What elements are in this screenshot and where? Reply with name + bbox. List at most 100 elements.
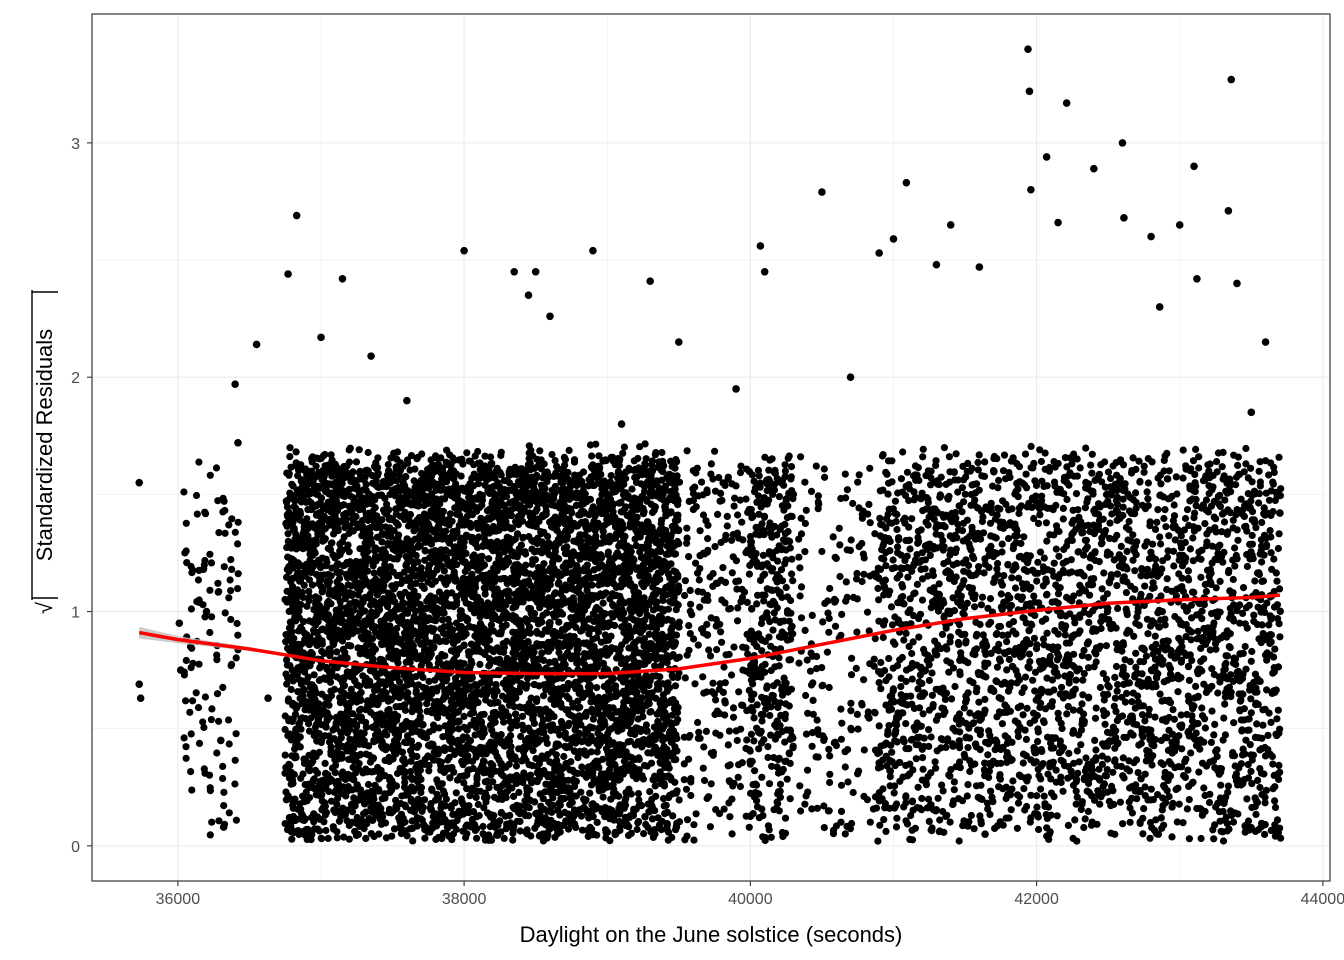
cloud-point (231, 780, 239, 788)
cloud-point (370, 569, 378, 577)
cloud-point (324, 611, 332, 619)
cloud-point (332, 497, 340, 506)
cloud-point (506, 811, 514, 820)
cloud-point (192, 689, 200, 697)
cloud-point (420, 796, 429, 804)
cloud-point (540, 560, 548, 568)
cloud-point (214, 588, 222, 596)
cloud-point (357, 688, 365, 697)
cloud-point (568, 798, 576, 807)
cloud-point (213, 690, 222, 698)
cloud-point (362, 642, 370, 650)
cloud-point (411, 465, 419, 473)
cloud-point (353, 722, 361, 731)
cloud-point (343, 654, 351, 662)
cloud-point (325, 787, 333, 796)
cloud-point (415, 700, 423, 709)
cloud-point (200, 723, 208, 732)
minor-gridlines (92, 14, 1330, 881)
cloud-point (326, 649, 335, 657)
cloud-point (288, 717, 296, 726)
cloud-point (473, 834, 481, 842)
cloud-point (577, 812, 586, 820)
cloud-point (374, 454, 382, 462)
cloud-point (285, 470, 293, 478)
cloud-point (310, 775, 318, 783)
cloud-point (533, 820, 541, 829)
cloud-point (511, 570, 519, 578)
cloud-point (443, 446, 451, 454)
cloud-point (290, 634, 298, 642)
cloud-point (480, 729, 488, 737)
cloud-point (403, 832, 411, 840)
cloud-point (283, 503, 292, 511)
cloud-point (325, 578, 333, 586)
cloud-point (346, 725, 354, 734)
cloud-point (305, 576, 313, 584)
cloud-point (321, 759, 329, 768)
cloud-point (232, 730, 240, 738)
cloud-point (341, 811, 349, 819)
cloud-point (543, 739, 551, 748)
cloud-point (435, 794, 443, 802)
cloud-point (500, 718, 508, 726)
cloud-point (325, 701, 333, 709)
cloud-point (522, 561, 530, 569)
cloud-point (200, 765, 208, 773)
cloud-point (417, 775, 425, 784)
cloud-point (427, 650, 435, 658)
cloud-point (452, 789, 460, 797)
cloud-point (378, 516, 386, 524)
cloud-point (324, 834, 332, 843)
cloud-point (379, 813, 387, 821)
cloud-point (316, 827, 324, 835)
cloud-point (351, 574, 359, 582)
cloud-point (515, 788, 523, 797)
cloud-point (320, 818, 328, 826)
cloud-point (314, 618, 322, 626)
cloud-point (421, 834, 429, 842)
cloud-point (507, 732, 515, 740)
cloud-point (364, 567, 372, 575)
cloud-point (414, 741, 423, 750)
cloud-point (383, 731, 391, 739)
cloud-point (402, 473, 410, 481)
cloud-point (347, 642, 355, 650)
cloud-point (385, 506, 393, 514)
cloud-point (523, 826, 531, 834)
cloud-point (305, 727, 314, 735)
cloud-point (315, 595, 323, 603)
cloud-point (327, 572, 335, 580)
cloud-point (285, 760, 293, 768)
cloud-point (550, 713, 558, 721)
cloud-point (416, 766, 424, 774)
cloud-point (322, 663, 330, 671)
cloud-point (491, 718, 499, 726)
cloud-point (338, 616, 346, 624)
cloud-point (231, 528, 239, 536)
cloud-point (394, 448, 402, 456)
cloud-point (421, 547, 429, 555)
cloud-point (525, 804, 533, 812)
cloud-point (354, 830, 362, 839)
cloud-point (418, 450, 426, 458)
cloud-point (281, 751, 289, 759)
cloud-point (321, 525, 329, 533)
cloud-point (295, 720, 303, 728)
cloud-point (474, 698, 482, 707)
cloud-point (225, 521, 233, 529)
cloud-point (338, 637, 347, 645)
cloud-point (315, 560, 324, 568)
cloud-point (360, 729, 368, 737)
cloud-point (340, 675, 348, 684)
cloud-point (460, 660, 468, 668)
cloud-point (192, 491, 201, 500)
cloud-point (206, 784, 214, 792)
cloud-point (362, 621, 370, 629)
cloud-point (385, 705, 393, 714)
cloud-point (292, 448, 300, 456)
cloud-point (345, 835, 353, 843)
cloud-point (369, 655, 377, 663)
cloud-point (457, 472, 465, 480)
